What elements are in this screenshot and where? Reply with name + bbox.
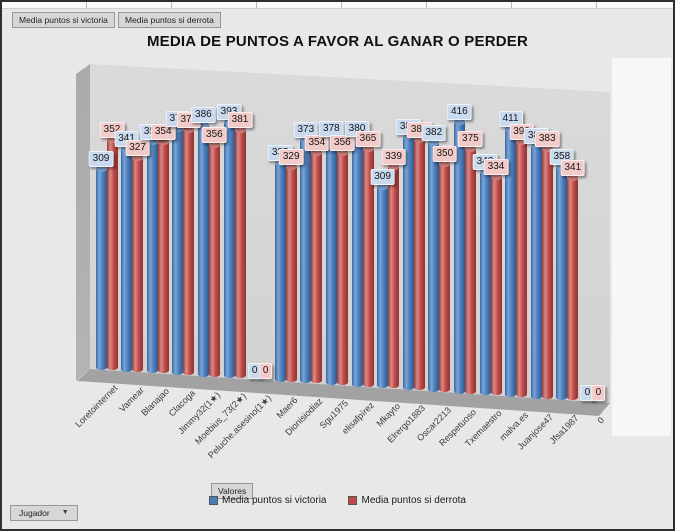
category-label: Clacoga xyxy=(166,388,197,419)
category-label: Elrergo1883 xyxy=(385,403,428,445)
pivot-field-button-valores[interactable]: Valores xyxy=(211,483,254,499)
legend-item-derrota: Media puntos si derrota xyxy=(348,495,466,506)
category-label: Jimmy32(1★) xyxy=(176,389,223,436)
category-label: Dionisiodiaz xyxy=(283,396,325,438)
category-label: Maer6 xyxy=(274,394,300,420)
category-label: Jfsa1987 xyxy=(547,413,581,447)
legend-swatch-red xyxy=(348,496,358,505)
chart-title: MEDIA DE PUNTOS A FAVOR AL GANAR O PERDE… xyxy=(146,33,528,50)
legend-swatch-blue xyxy=(208,496,218,505)
category-label: Moebius_73(2★) xyxy=(192,391,249,447)
chevron-down-icon[interactable]: ▼ xyxy=(61,509,69,516)
category-label: Peluche.asesino(1★) xyxy=(206,393,274,461)
legend-label-derrota: Media puntos si derrota xyxy=(361,495,466,506)
jugador-label: Jugador xyxy=(19,508,50,518)
category-label: malva.es xyxy=(497,409,530,443)
category-label: Sgu1975 xyxy=(317,398,351,431)
category-label: Blanajao xyxy=(139,386,172,419)
category-label: elisafpírez xyxy=(339,399,377,436)
pivot-field-button-derrota[interactable]: Media puntos si derrota xyxy=(118,12,221,28)
chart-area-right-band xyxy=(612,58,671,436)
legend: Media puntos si victoria Media puntos si… xyxy=(2,495,673,506)
category-label: Oscar2213 xyxy=(414,404,453,444)
category-label: 0 xyxy=(595,414,607,426)
pivot-field-button-jugador[interactable]: Jugador ▼ xyxy=(10,505,78,521)
pivot-field-button-victoria[interactable]: Media puntos si victoria xyxy=(12,12,115,28)
category-label: Respetuoso xyxy=(437,406,479,448)
spreadsheet-edge-strip xyxy=(2,2,673,9)
category-label: Loretointernet xyxy=(73,383,121,430)
legend-item-victoria: Media puntos si victoria xyxy=(208,495,327,506)
category-label: Mkayto xyxy=(374,401,402,430)
category-label: Juanjose47 xyxy=(515,411,556,452)
legend-label-victoria: Media puntos si victoria xyxy=(221,495,327,506)
category-label: Txemaestro xyxy=(463,408,505,449)
category-label: Vamear xyxy=(116,384,146,414)
